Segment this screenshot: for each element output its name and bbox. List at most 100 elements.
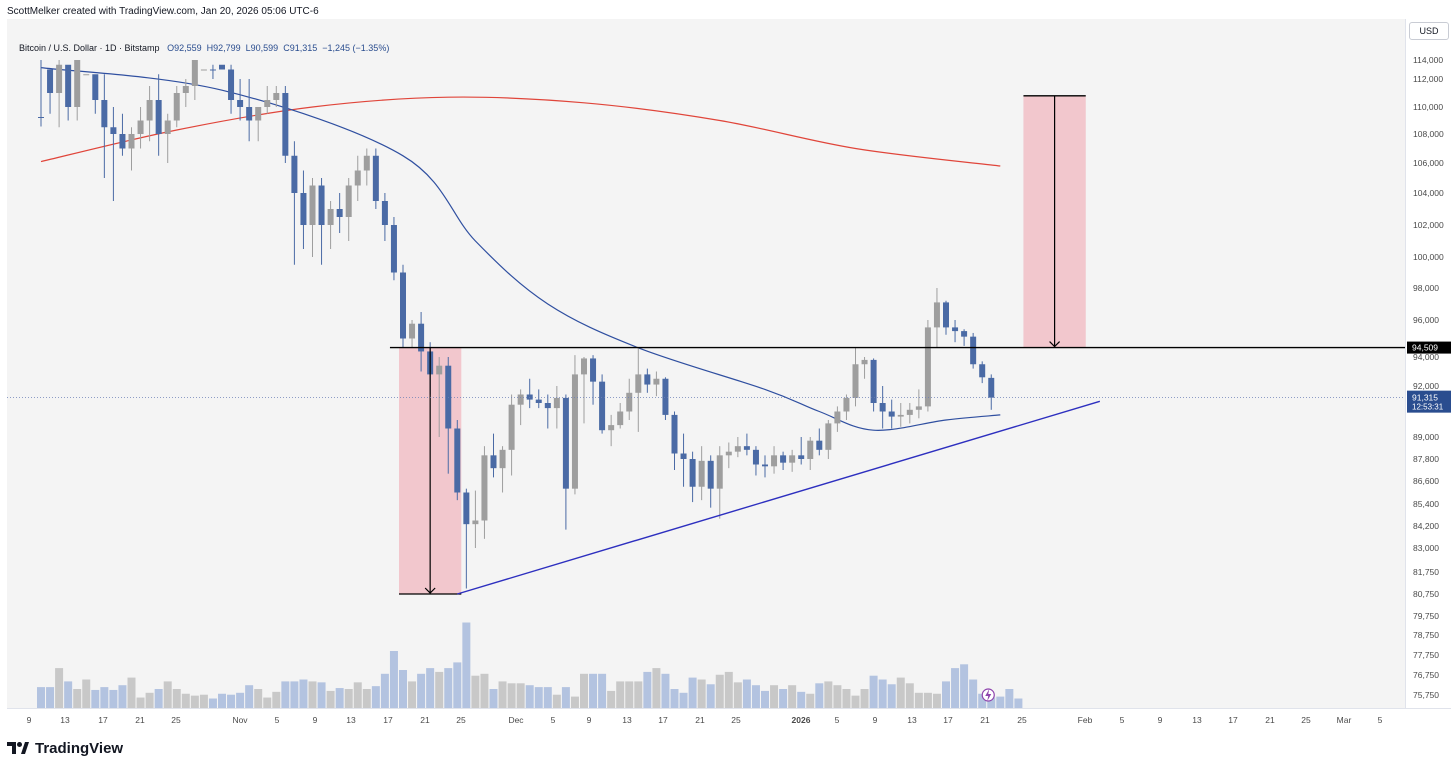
volume-bar[interactable] [82,679,91,709]
candle[interactable] [952,320,959,343]
candle[interactable] [825,420,832,459]
volume-bar[interactable] [761,690,769,708]
volume-bar[interactable] [335,688,344,708]
candle[interactable] [454,420,461,501]
volume-bar[interactable] [236,692,245,708]
volume-bar[interactable] [960,664,969,708]
volume-bar[interactable] [742,679,751,709]
candle[interactable] [879,386,886,429]
candle[interactable] [716,446,723,519]
candle[interactable] [915,389,922,419]
volume-bar[interactable] [163,681,172,708]
resistance-price-badge[interactable] [1407,341,1451,354]
candle[interactable] [970,332,977,369]
candle[interactable] [943,300,949,335]
candle[interactable] [590,355,597,405]
volume-bar[interactable] [724,671,733,708]
volume-bar[interactable] [561,687,570,708]
volume-bar[interactable] [552,694,561,708]
candle[interactable] [300,170,307,250]
candle[interactable] [698,446,705,501]
candle[interactable] [336,193,343,233]
volume-bar[interactable] [914,692,923,708]
candle[interactable] [327,201,334,249]
volume-bar[interactable] [435,671,444,708]
candle[interactable] [463,488,470,589]
candle[interactable] [834,406,841,432]
volume-bar[interactable] [353,682,362,708]
volume-bar[interactable] [942,681,950,708]
volume-bar[interactable] [37,687,45,708]
volume-bar[interactable] [127,677,136,708]
volume-bar[interactable] [842,689,851,708]
current-price-badge[interactable] [1407,390,1451,413]
candle[interactable] [137,107,144,149]
candle[interactable] [789,449,796,472]
candle[interactable] [182,79,189,107]
candle[interactable] [74,60,81,121]
volume-bar[interactable] [181,693,190,708]
volume-bar[interactable] [380,673,389,708]
volume-bar[interactable] [607,690,616,708]
volume-bar[interactable] [616,681,625,708]
volume-bar[interactable] [91,689,100,708]
volume-bar[interactable] [408,681,417,708]
volume-bar[interactable] [570,696,579,708]
volume-bar[interactable] [887,684,896,708]
volume-bar[interactable] [1005,689,1014,708]
candle[interactable] [191,60,198,100]
volume-bar[interactable] [371,686,380,708]
volume-bar[interactable] [100,687,109,708]
candle[interactable] [725,442,732,469]
candle[interactable] [400,264,406,348]
volume-bar[interactable] [923,692,932,708]
candle[interactable] [219,64,225,75]
volume-bar[interactable] [516,683,525,708]
volume-bar[interactable] [462,622,471,709]
volume-bar[interactable] [815,683,824,708]
candle[interactable] [780,451,787,470]
candle[interactable] [535,389,542,409]
candle[interactable] [47,69,54,114]
candle[interactable] [481,446,488,539]
volume-bar[interactable] [272,691,281,708]
volume-bar[interactable] [598,673,607,708]
volume-bar[interactable] [851,695,860,708]
candle[interactable] [372,148,379,210]
candle[interactable] [65,64,72,121]
candle[interactable] [155,74,162,156]
volume-bar[interactable] [797,691,806,708]
ascending-trendline[interactable] [457,400,1101,595]
candle[interactable] [237,79,244,121]
volume-bar[interactable] [706,684,715,708]
volume-bar[interactable] [199,694,208,708]
chart-plot-area[interactable]: Bitcoin / U.S. Dollar · 1D · Bitstamp O9… [7,19,1405,708]
candle[interactable] [499,446,506,493]
candle[interactable] [988,374,995,410]
candle[interactable] [843,394,850,421]
volume-bar[interactable] [453,662,462,708]
volume-bar[interactable] [64,681,73,708]
candle[interactable] [680,433,687,487]
candle[interactable] [472,490,479,548]
volume-bar[interactable] [208,698,217,709]
volume-bar[interactable] [770,685,779,708]
candle[interactable] [345,178,352,241]
volume-bar[interactable] [896,677,905,708]
candle[interactable] [38,60,44,127]
volume-bar[interactable] [299,679,308,709]
volume-bar[interactable] [878,679,887,709]
volume-bar[interactable] [625,681,634,708]
tradingview-logo[interactable]: TradingView [7,740,123,757]
legend-symbol[interactable]: Bitcoin / U.S. Dollar · 1D · Bitstamp [19,43,160,53]
candle[interactable] [526,378,533,409]
candle[interactable] [608,414,615,447]
price-axis[interactable]: 114,000 112,000 110,000 108,000 106,000 104,0… [1405,19,1452,708]
candle[interactable] [635,347,642,432]
candle[interactable] [861,357,868,379]
candle[interactable] [508,394,515,476]
volume-bar[interactable] [978,693,987,708]
volume-bar[interactable] [751,685,760,708]
volume-bar[interactable] [426,668,435,708]
candle[interactable] [771,446,778,474]
